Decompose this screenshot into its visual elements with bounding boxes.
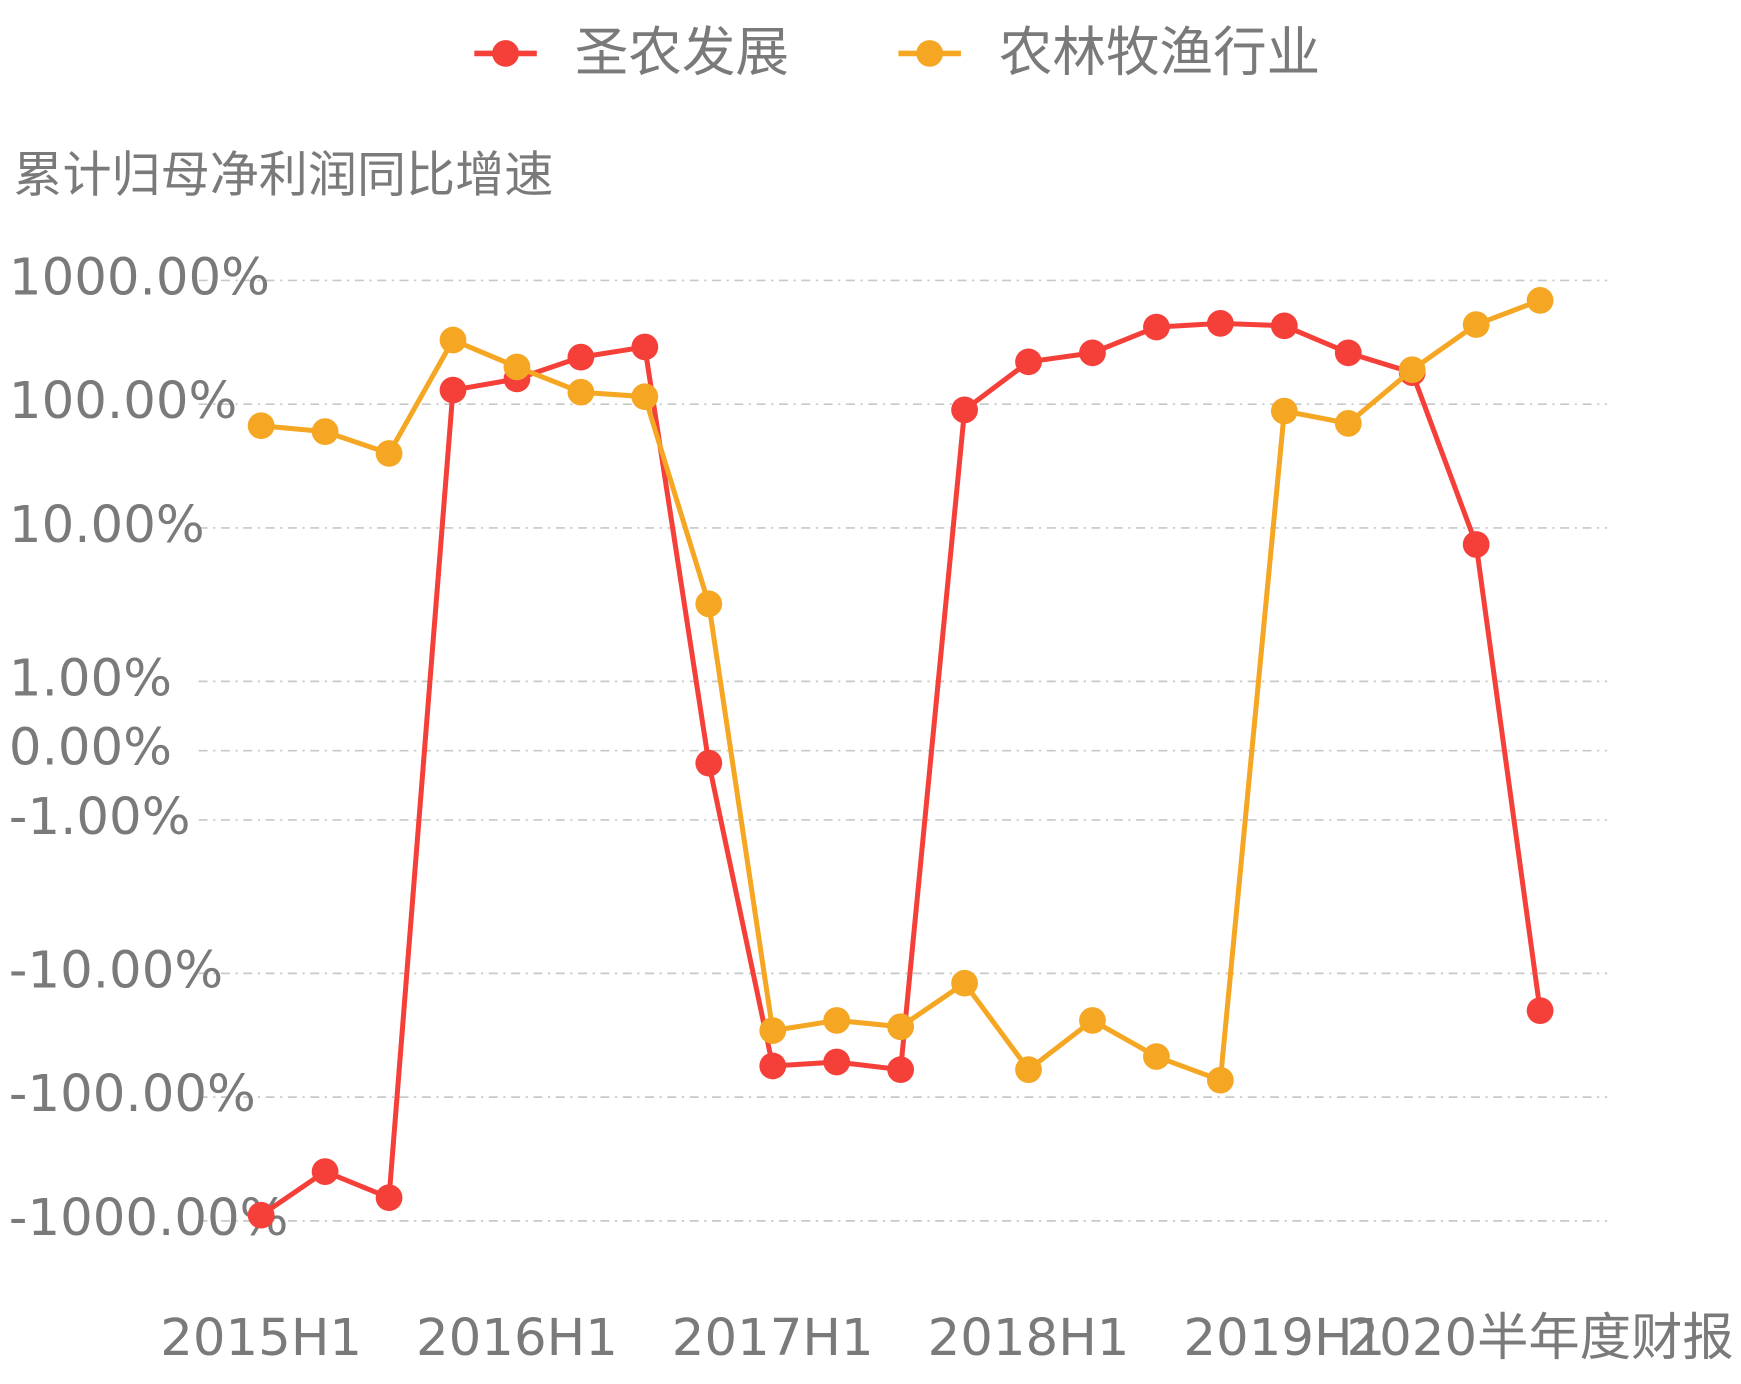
data-point xyxy=(887,1056,915,1084)
data-point xyxy=(951,969,978,997)
data-point xyxy=(1270,312,1298,340)
data-point xyxy=(1526,287,1554,314)
data-point xyxy=(759,1052,787,1080)
data-point xyxy=(1015,1056,1042,1084)
y-tick-label: -100.00% xyxy=(9,1064,256,1124)
data-point xyxy=(1079,339,1106,367)
x-tick-label: 2016H1 xyxy=(416,1308,618,1368)
data-point xyxy=(1462,311,1490,338)
x-tick-label: 2020半年度财报 xyxy=(1347,1308,1734,1368)
data-point xyxy=(695,749,723,777)
data-point xyxy=(1015,348,1042,376)
data-point xyxy=(1206,1066,1234,1094)
data-point xyxy=(439,326,467,354)
y-tick-label: 1000.00% xyxy=(9,247,270,307)
data-point xyxy=(247,412,275,440)
data-point xyxy=(1526,997,1554,1024)
data-point xyxy=(311,418,339,445)
data-point xyxy=(1462,531,1490,558)
data-point xyxy=(1334,339,1362,367)
y-tick-label: 100.00% xyxy=(9,371,237,431)
legend-label: 圣农发展 xyxy=(575,20,789,83)
data-point xyxy=(951,396,978,424)
data-point xyxy=(1334,410,1362,437)
legend-marker xyxy=(916,40,944,67)
data-point xyxy=(1398,356,1426,384)
data-point xyxy=(439,376,467,404)
data-point xyxy=(1206,310,1234,337)
y-tick-label: 10.00% xyxy=(9,495,205,555)
data-point xyxy=(823,1007,851,1034)
data-point xyxy=(247,1201,275,1229)
data-point xyxy=(375,1184,403,1212)
data-point xyxy=(695,590,723,618)
data-point xyxy=(567,378,595,406)
x-tick-label: 2017H1 xyxy=(672,1308,874,1368)
data-point xyxy=(375,440,403,467)
legend-label: 农林牧渔行业 xyxy=(999,20,1320,83)
y-tick-label: -10.00% xyxy=(9,940,223,1000)
y-tick-label: -1000.00% xyxy=(9,1188,289,1248)
y-axis-title: 累计归母净利润同比增速 xyxy=(13,146,553,204)
data-point xyxy=(1143,1043,1170,1070)
x-tick-label: 2018H1 xyxy=(928,1308,1130,1368)
data-point xyxy=(823,1048,851,1076)
data-point xyxy=(1270,397,1298,425)
x-tick-label: 2019H1 xyxy=(1183,1308,1385,1368)
legend-marker xyxy=(492,40,519,67)
data-point xyxy=(631,333,659,361)
y-tick-label: -1.00% xyxy=(9,787,191,847)
data-point xyxy=(503,353,531,381)
y-tick-label: 1.00% xyxy=(9,648,172,708)
data-point xyxy=(1079,1007,1106,1034)
data-point xyxy=(567,343,595,371)
data-point xyxy=(1143,313,1170,341)
data-point xyxy=(631,383,659,411)
data-point xyxy=(311,1158,339,1185)
data-point xyxy=(887,1013,915,1041)
y-tick-label: 0.00% xyxy=(9,718,172,778)
data-point xyxy=(759,1017,787,1044)
x-tick-label: 2015H1 xyxy=(160,1308,362,1368)
